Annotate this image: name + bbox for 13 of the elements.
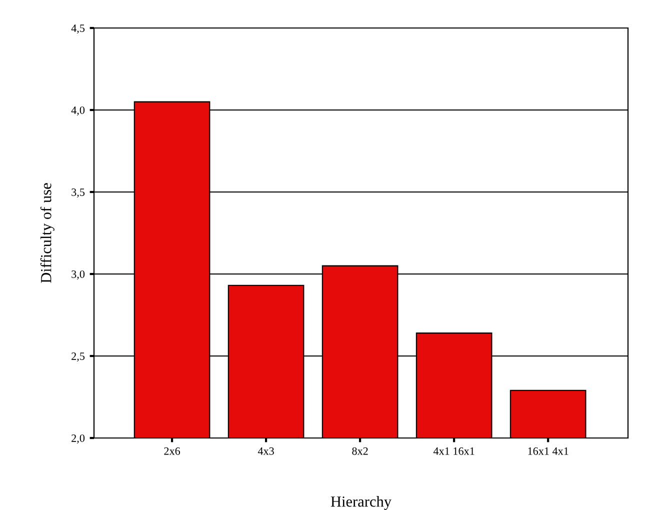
x-tick-label: 2x6 [164,447,180,455]
y-axis-title: Difficulty of use [40,183,54,283]
x-axis-title: Hierarchy [330,496,392,510]
y-tick-label: 2,0 [72,434,85,444]
x-tick-label: 16x1 4x1 [528,447,568,455]
y-tick-label: 4,5 [71,24,85,34]
y-tick-label: 2,5 [72,352,85,362]
y-tick-label: 3,0 [72,270,85,280]
x-tick-label: 4x1 16x1 [433,447,474,455]
y-tick-label: 3,5 [72,188,85,198]
x-tick-label: 8x2 [352,447,368,455]
x-tick-label: 4x3 [258,447,274,455]
y-tick-label: 4,0 [71,106,85,116]
